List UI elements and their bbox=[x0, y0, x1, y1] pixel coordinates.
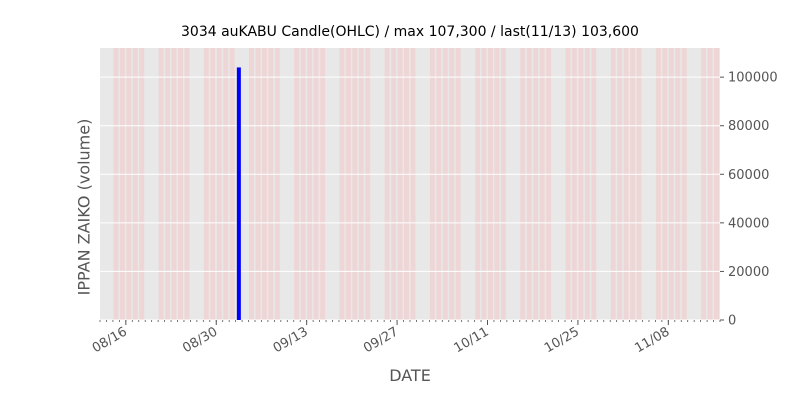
day-band bbox=[307, 48, 313, 320]
day-band bbox=[203, 48, 209, 320]
day-band bbox=[126, 48, 132, 320]
day-band bbox=[384, 48, 390, 320]
day-band bbox=[481, 48, 487, 320]
day-band bbox=[339, 48, 345, 320]
day-band bbox=[139, 48, 145, 320]
day-band bbox=[636, 48, 642, 320]
day-band bbox=[494, 48, 500, 320]
day-band bbox=[630, 48, 636, 320]
day-band bbox=[255, 48, 261, 320]
day-band bbox=[178, 48, 183, 320]
x-tick-label: 10/11 bbox=[452, 324, 492, 356]
day-band bbox=[701, 48, 707, 320]
day-band bbox=[500, 48, 506, 320]
day-band bbox=[668, 48, 674, 320]
y-tick-label: 100000 bbox=[728, 71, 778, 86]
day-band bbox=[410, 48, 416, 320]
y-tick-label: 60000 bbox=[728, 168, 769, 183]
day-band bbox=[132, 48, 138, 320]
day-band bbox=[300, 48, 306, 320]
y-tick-label: 0 bbox=[728, 314, 736, 329]
day-band bbox=[158, 48, 164, 320]
day-band bbox=[391, 48, 397, 320]
day-band bbox=[578, 48, 584, 320]
day-band bbox=[662, 48, 668, 320]
day-band bbox=[365, 48, 371, 320]
y-tick-label: 20000 bbox=[728, 265, 769, 280]
day-band bbox=[584, 48, 590, 320]
day-band bbox=[229, 48, 235, 320]
day-band bbox=[449, 48, 455, 320]
day-band bbox=[436, 48, 442, 320]
day-band bbox=[345, 48, 351, 320]
day-band bbox=[429, 48, 435, 320]
x-tick-label: 11/08 bbox=[632, 324, 672, 356]
day-band bbox=[520, 48, 526, 320]
plot-background bbox=[100, 48, 720, 320]
y-tick-label: 80000 bbox=[728, 119, 769, 134]
day-band bbox=[681, 48, 687, 320]
day-band bbox=[526, 48, 532, 320]
day-band bbox=[610, 48, 616, 320]
day-band bbox=[488, 48, 493, 320]
day-band bbox=[565, 48, 571, 320]
day-band bbox=[675, 48, 681, 320]
volume-bar bbox=[236, 67, 241, 320]
day-band bbox=[617, 48, 623, 320]
x-tick-label: 10/25 bbox=[542, 324, 582, 356]
day-band bbox=[455, 48, 461, 320]
day-band bbox=[268, 48, 274, 320]
day-band bbox=[707, 48, 713, 320]
day-band bbox=[571, 48, 577, 320]
day-band bbox=[320, 48, 326, 320]
day-band bbox=[223, 48, 229, 320]
day-band bbox=[249, 48, 254, 320]
day-band bbox=[533, 48, 539, 320]
day-band bbox=[475, 48, 481, 320]
day-band bbox=[113, 48, 119, 320]
day-band bbox=[591, 48, 597, 320]
day-band bbox=[294, 48, 300, 320]
day-band bbox=[313, 48, 319, 320]
day-band bbox=[261, 48, 267, 320]
day-band bbox=[442, 48, 448, 320]
day-band bbox=[352, 48, 358, 320]
day-band bbox=[397, 48, 403, 320]
x-tick-label: 09/27 bbox=[361, 324, 401, 356]
day-band bbox=[216, 48, 222, 320]
day-band bbox=[165, 48, 171, 320]
day-band bbox=[184, 48, 190, 320]
day-band bbox=[546, 48, 552, 320]
day-band bbox=[714, 48, 719, 320]
x-tick-label: 08/16 bbox=[90, 324, 130, 356]
day-band bbox=[655, 48, 661, 320]
day-band bbox=[274, 48, 280, 320]
day-band bbox=[210, 48, 216, 320]
x-tick-label: 08/30 bbox=[180, 324, 220, 356]
day-band bbox=[119, 48, 125, 320]
day-band bbox=[404, 48, 409, 320]
day-band bbox=[623, 48, 629, 320]
x-axis-label: DATE bbox=[389, 366, 431, 385]
day-band bbox=[171, 48, 177, 320]
y-tick-label: 40000 bbox=[728, 216, 769, 231]
chart-title: 3034 auKABU Candle(OHLC) / max 107,300 /… bbox=[181, 24, 639, 40]
day-band bbox=[539, 48, 545, 320]
x-tick-label: 09/13 bbox=[271, 324, 311, 356]
day-band bbox=[358, 48, 364, 320]
